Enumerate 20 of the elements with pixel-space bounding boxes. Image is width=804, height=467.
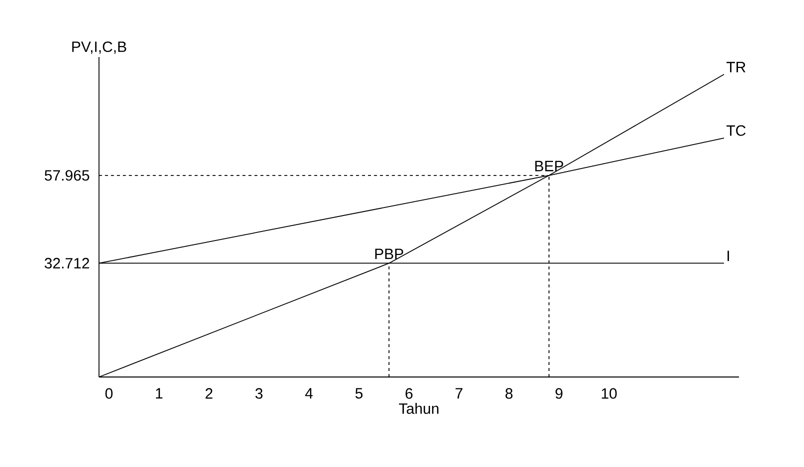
x-tick-label: 3: [255, 388, 262, 399]
x-tick-label: 5: [355, 388, 363, 399]
x-tick-label: 7: [456, 388, 462, 398]
series-label: TR: [726, 62, 746, 72]
annotation: PBP: [375, 248, 404, 260]
y-tick-label: 32.712: [44, 258, 90, 269]
series-label: TC: [726, 125, 746, 136]
x-tick-label: 1: [156, 388, 162, 398]
x-axis-title: Tahun: [398, 402, 438, 414]
x-tick-label: 6: [406, 388, 413, 399]
y-axis-title: PV,I,C,B: [72, 41, 126, 54]
annotation: BEP: [535, 160, 564, 172]
x-tick-label: 9: [556, 388, 562, 399]
x-tick-label: 0: [105, 388, 113, 399]
x-tick-label: 8: [506, 388, 513, 399]
series-label: I: [728, 250, 729, 262]
x-tick-label: 10: [602, 388, 617, 399]
x-tick-label: 4: [305, 388, 313, 398]
x-tick-label: 2: [206, 388, 212, 399]
y-tick-label: 57.965: [44, 170, 90, 181]
